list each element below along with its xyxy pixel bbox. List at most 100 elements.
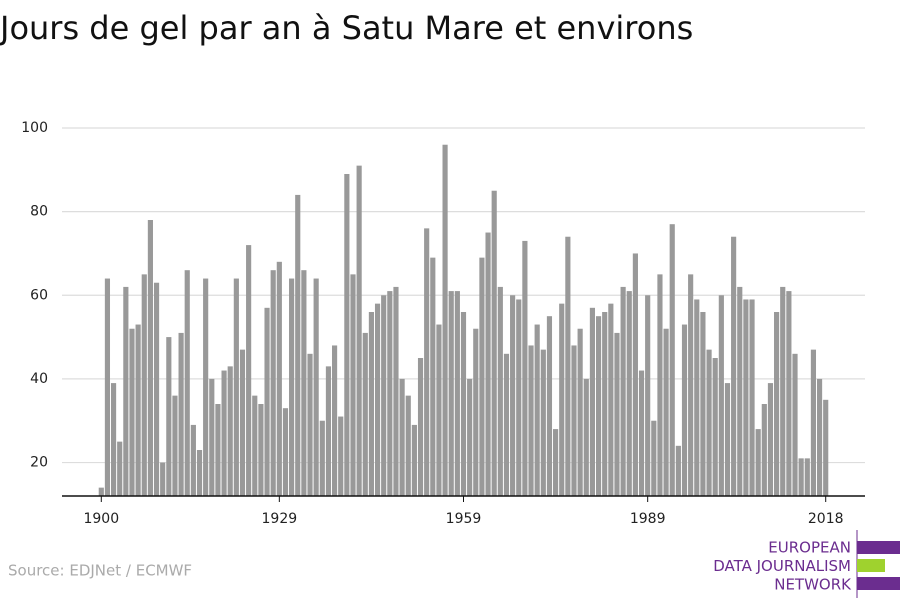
bar	[215, 404, 221, 496]
bar	[534, 324, 540, 496]
bar	[559, 303, 565, 496]
logo-bar	[857, 541, 900, 554]
x-tick-label: 1989	[630, 511, 666, 527]
bar	[252, 395, 258, 496]
bar	[221, 370, 227, 496]
bar	[411, 424, 417, 496]
bar	[123, 286, 129, 496]
bar	[755, 429, 761, 496]
bar	[510, 295, 516, 496]
bar	[153, 282, 160, 496]
bar	[399, 378, 405, 496]
bar	[546, 316, 553, 496]
bar	[688, 274, 694, 496]
bar	[786, 291, 792, 496]
bar	[473, 328, 479, 496]
bar	[540, 349, 546, 496]
bar	[442, 144, 448, 496]
logo-text: DATA JOURNALISM	[713, 557, 851, 575]
bar	[632, 253, 638, 496]
bar	[669, 224, 675, 496]
bar	[104, 278, 111, 496]
bar	[479, 257, 485, 496]
bar	[160, 462, 166, 496]
bar	[172, 395, 178, 496]
bar	[147, 220, 153, 496]
bar	[712, 358, 718, 496]
bar	[700, 312, 706, 496]
x-tick-label: 1900	[83, 511, 119, 527]
bar	[362, 332, 368, 496]
bar	[792, 353, 798, 496]
bar	[110, 383, 117, 496]
bar	[166, 337, 172, 496]
bar	[246, 245, 252, 496]
bar	[424, 228, 430, 496]
logo-bar	[857, 559, 885, 572]
source: Source: EDJNet / ECMWF	[8, 562, 192, 580]
bar	[571, 345, 577, 496]
bar	[209, 378, 215, 496]
bar	[583, 378, 589, 496]
bar	[454, 291, 460, 496]
bar	[270, 270, 276, 496]
bar	[595, 316, 602, 496]
bar	[718, 295, 724, 496]
bar	[663, 328, 669, 496]
bar	[417, 358, 424, 496]
bar	[681, 324, 688, 496]
bar	[706, 349, 712, 496]
bar	[780, 286, 786, 496]
bar	[657, 274, 663, 496]
bar	[774, 312, 780, 496]
x-tick-label: 1959	[446, 511, 482, 527]
bar	[491, 190, 497, 496]
bar	[724, 383, 731, 496]
bar	[804, 458, 810, 496]
bar	[295, 194, 301, 496]
bar	[749, 299, 755, 496]
y-tick-label: 60	[30, 287, 48, 303]
bar	[356, 165, 362, 497]
x-tick-label: 2018	[808, 511, 844, 527]
bar	[823, 399, 829, 496]
bar	[467, 378, 473, 496]
bar	[577, 328, 583, 496]
bar	[313, 278, 319, 496]
bar	[620, 286, 626, 496]
bar	[614, 332, 620, 496]
bar	[184, 270, 190, 496]
bar	[516, 299, 522, 496]
bar	[602, 312, 608, 496]
logo-bar	[857, 577, 900, 590]
bar	[405, 395, 411, 496]
bar	[117, 441, 123, 496]
bar	[190, 424, 196, 496]
bar	[645, 295, 651, 496]
bar	[227, 366, 233, 496]
bar	[503, 353, 510, 496]
bar	[374, 303, 381, 496]
logo-text: NETWORK	[774, 576, 852, 594]
bar	[319, 420, 325, 496]
bar	[381, 295, 387, 496]
logo-text: EUROPEAN	[768, 539, 851, 557]
bar	[258, 404, 264, 496]
y-tick-label: 100	[21, 120, 48, 136]
y-tick-label: 40	[30, 371, 48, 387]
bar	[565, 236, 571, 496]
bar	[289, 278, 295, 496]
bar	[638, 370, 645, 496]
bar	[264, 307, 270, 496]
bar	[810, 349, 817, 496]
bar	[239, 349, 246, 496]
bar	[135, 324, 141, 496]
bar	[651, 420, 657, 496]
bar	[393, 286, 399, 496]
bar	[761, 404, 767, 496]
bar	[497, 286, 503, 496]
bar	[626, 291, 632, 496]
bar	[485, 232, 491, 496]
y-tick-label: 80	[30, 204, 48, 220]
